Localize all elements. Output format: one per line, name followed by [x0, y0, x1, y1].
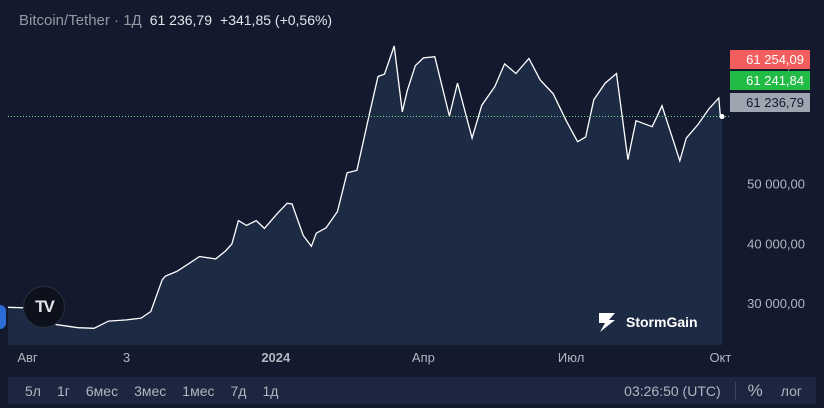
toolbar-divider [734, 381, 736, 400]
x-tick-label: 3 [123, 350, 130, 365]
last-price-dot [719, 114, 725, 120]
log-scale-toggle[interactable]: лог [780, 382, 802, 399]
range-1m-button[interactable]: 1мес [182, 382, 215, 399]
tradingview-logo-icon[interactable]: TV [23, 286, 65, 328]
legend-change: +341,85 (+0,56%) [220, 12, 333, 28]
bottom-toolbar: 5л 1г 6мес 3мес 1мес 7д 1д 03:26:50 (UTC… [8, 377, 816, 404]
last-price-label: 61 236,79 [730, 93, 810, 112]
stormgain-watermark: StormGain [596, 311, 698, 333]
range-7d-button[interactable]: 7д [230, 382, 247, 399]
legend: Bitcoin/Tether · 1Д 61 236,79 +341,85 (+… [19, 12, 332, 32]
symbol-label: Bitcoin/Tether · 1Д [19, 12, 142, 29]
utc-clock[interactable]: 03:26:50 (UTC) [624, 382, 721, 399]
percent-scale-toggle[interactable]: % [747, 380, 763, 400]
x-tick-label: Июл [558, 350, 584, 365]
range-5y-button[interactable]: 5л [25, 382, 41, 399]
tradingview-logo-text: TV [35, 297, 55, 316]
x-tick-label: 2024 [261, 350, 291, 365]
legend-price: 61 236,79 [149, 12, 213, 28]
x-tick-label: Апр [412, 350, 435, 365]
y-tick-label: 30 000,00 [747, 296, 805, 311]
price-area-fill [8, 46, 722, 345]
stormgain-brand: StormGain [626, 314, 698, 330]
side-panel-handle[interactable] [0, 305, 6, 329]
range-3m-button[interactable]: 3мес [134, 382, 167, 399]
range-1y-button[interactable]: 1г [56, 382, 70, 399]
range-6m-button[interactable]: 6мес [85, 382, 119, 399]
y-tick-label: 40 000,00 [747, 236, 805, 251]
x-tick-label: Авг [17, 350, 38, 365]
range-1d-button[interactable]: 1д [262, 382, 279, 399]
bid-price-label: 61 241,84 [730, 71, 810, 90]
x-tick-label: Окт [709, 350, 731, 365]
stormgain-bolt-icon [599, 313, 615, 332]
price-line [7, 45, 722, 329]
y-tick-label: 50 000,00 [747, 177, 805, 192]
ask-price-label: 61 254,09 [730, 50, 810, 69]
